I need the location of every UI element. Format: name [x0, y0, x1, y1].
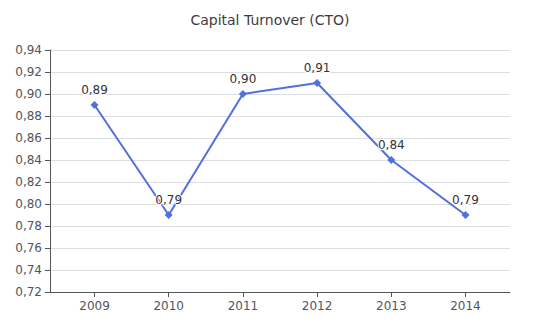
- svg-text:0,80: 0,80: [15, 197, 42, 211]
- svg-text:Capital Turnover (CTO): Capital Turnover (CTO): [190, 12, 349, 28]
- svg-text:0,76: 0,76: [15, 241, 42, 255]
- svg-text:0,84: 0,84: [15, 153, 42, 167]
- svg-text:0,89: 0,89: [81, 83, 108, 97]
- svg-text:2014: 2014: [450, 299, 481, 313]
- svg-text:0,78: 0,78: [15, 219, 42, 233]
- svg-text:0,84: 0,84: [378, 138, 405, 152]
- svg-text:0,74: 0,74: [15, 263, 42, 277]
- svg-text:0,92: 0,92: [15, 65, 42, 79]
- svg-text:0,88: 0,88: [15, 109, 42, 123]
- svg-text:0,72: 0,72: [15, 285, 42, 299]
- svg-text:0,79: 0,79: [155, 193, 182, 207]
- svg-text:0,79: 0,79: [452, 193, 479, 207]
- svg-text:0,86: 0,86: [15, 131, 42, 145]
- svg-text:0,91: 0,91: [304, 61, 331, 75]
- svg-text:2010: 2010: [153, 299, 184, 313]
- svg-text:0,82: 0,82: [15, 175, 42, 189]
- svg-text:2011: 2011: [228, 299, 259, 313]
- svg-text:2009: 2009: [79, 299, 110, 313]
- svg-text:2013: 2013: [376, 299, 407, 313]
- svg-text:2012: 2012: [302, 299, 333, 313]
- svg-text:0,94: 0,94: [15, 43, 42, 57]
- svg-text:0,90: 0,90: [15, 87, 42, 101]
- svg-text:0,90: 0,90: [230, 72, 257, 86]
